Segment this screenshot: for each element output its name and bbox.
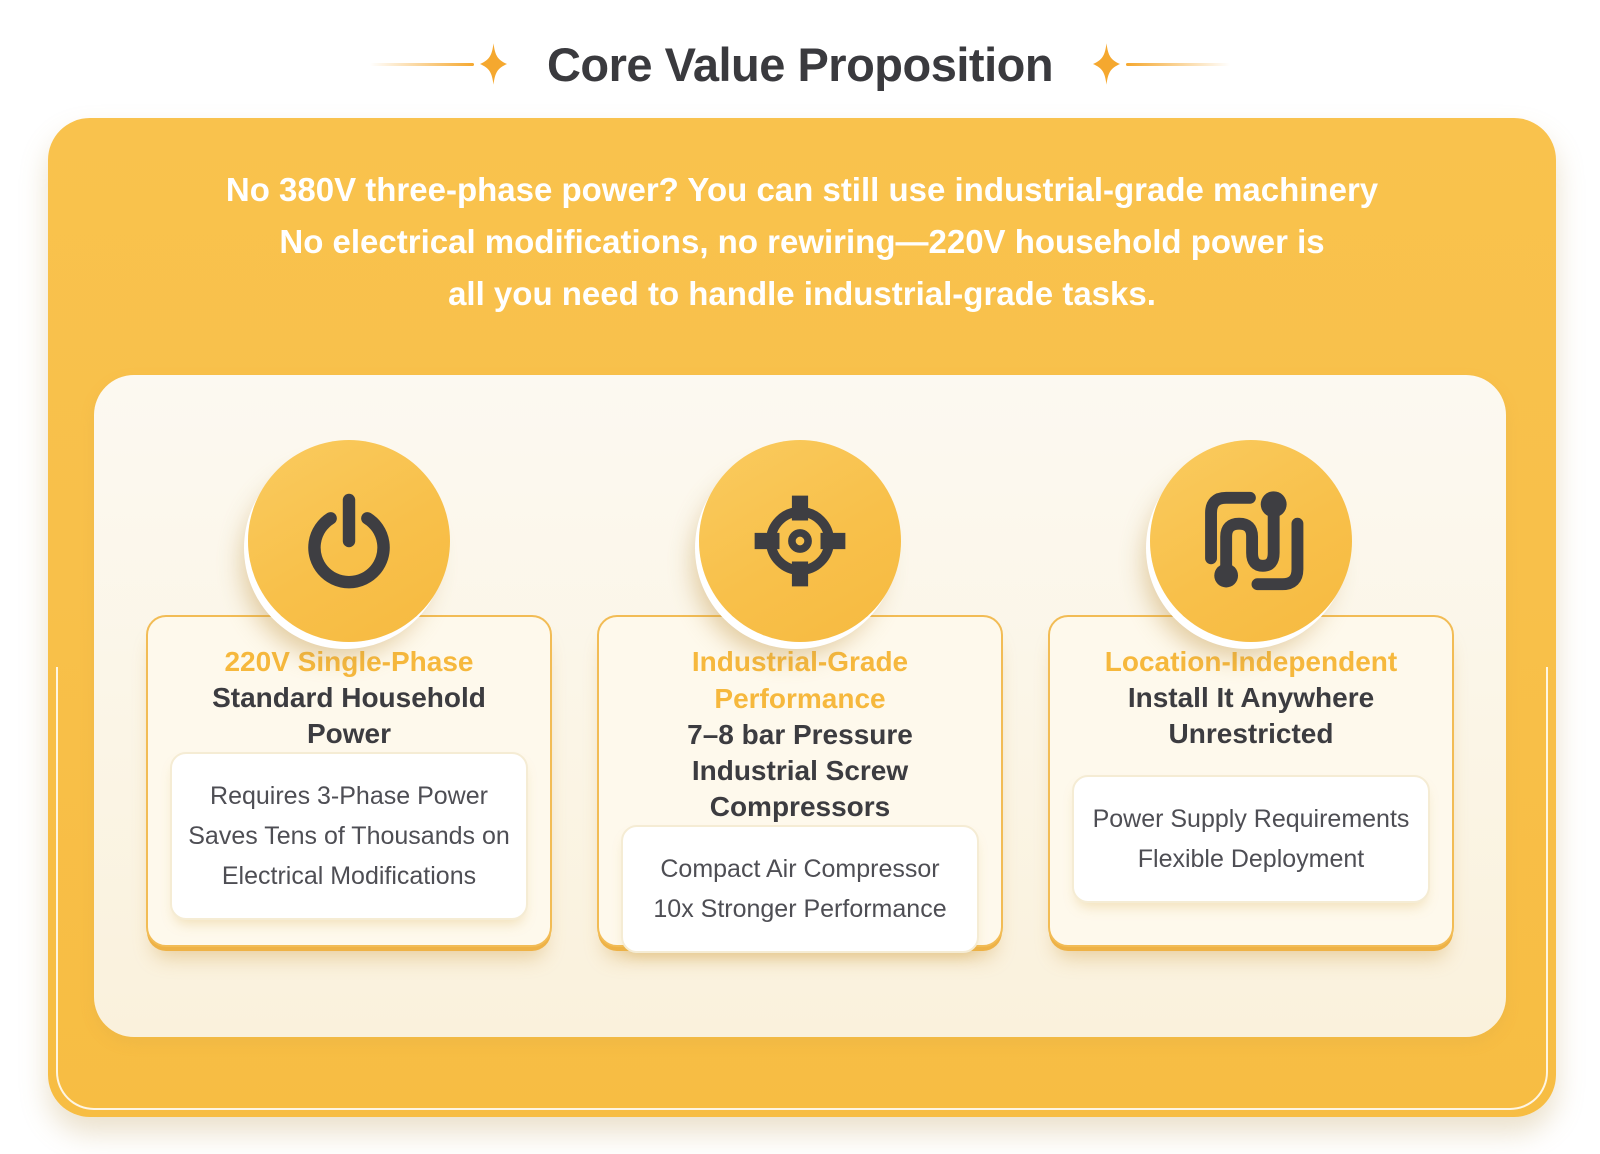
features-panel: 220V Single-Phase Standard Household Pow… xyxy=(94,375,1506,1037)
feature-title: Unrestricted xyxy=(1168,718,1334,749)
power-icon xyxy=(308,493,390,589)
feature-card: 220V Single-Phase Standard Household Pow… xyxy=(146,615,552,947)
feature-title: Standard Household Power xyxy=(212,682,486,749)
feature-detail-card: Requires 3-Phase Power Saves Tens of Tho… xyxy=(170,752,528,920)
feature-icon-badge xyxy=(248,440,450,642)
feature-accent-title: Location-Independent xyxy=(1104,646,1398,677)
decor-line xyxy=(1126,62,1231,66)
page-title: Core Value Proposition xyxy=(546,37,1054,91)
hero-card: No 380V three-phase power? You can still… xyxy=(48,118,1556,1117)
features-grid: 220V Single-Phase Standard Household Pow… xyxy=(94,375,1506,953)
feature-title: Industrial Screw Compressors xyxy=(691,755,909,822)
title-decor-left xyxy=(369,43,507,85)
feature-title: 7–8 bar Pressure xyxy=(687,719,913,750)
sparkle-icon xyxy=(1093,43,1121,85)
feature-icon-badge xyxy=(1150,440,1352,642)
intro-text: No 380V three-phase power? You can still… xyxy=(48,118,1556,320)
detail-line: Power Supply Requirements xyxy=(1092,805,1410,833)
sparkle-icon xyxy=(479,43,507,85)
detail-line: Electrical Modifications xyxy=(221,862,477,890)
detail-line: Compact Air Compressor xyxy=(660,855,940,883)
page-title-row: Core Value Proposition xyxy=(0,0,1600,118)
feature-column-power: 220V Single-Phase Standard Household Pow… xyxy=(146,440,552,947)
detail-line: Saves Tens of Thousands on xyxy=(188,822,510,850)
intro-line: No 380V three-phase power? You can still… xyxy=(225,171,1379,208)
decor-line xyxy=(369,62,474,66)
intro-line: all you need to handle industrial-grade … xyxy=(448,275,1156,312)
detail-line: Flexible Deployment xyxy=(1137,845,1365,873)
feature-accent-title: Industrial-Grade Performance xyxy=(691,646,909,714)
network-icon xyxy=(1205,491,1304,591)
intro-line: No electrical modifications, no rewiring… xyxy=(279,223,1325,260)
feature-card: Industrial-Grade Performance 7–8 bar Pre… xyxy=(597,615,1003,953)
feature-accent-title: 220V Single-Phase xyxy=(224,646,474,677)
feature-detail-card: Compact Air Compressor 10x Stronger Perf… xyxy=(621,825,979,953)
feature-column-location: Location-Independent Install It Anywhere… xyxy=(1048,440,1454,947)
detail-line: Requires 3-Phase Power xyxy=(210,782,488,810)
feature-column-performance: Industrial-Grade Performance 7–8 bar Pre… xyxy=(597,440,1003,953)
feature-title: Install It Anywhere xyxy=(1127,682,1375,713)
target-icon xyxy=(754,495,846,587)
detail-line: 10x Stronger Performance xyxy=(653,895,947,923)
feature-card: Location-Independent Install It Anywhere… xyxy=(1048,615,1454,947)
feature-detail-card: Power Supply Requirements Flexible Deplo… xyxy=(1072,775,1430,903)
feature-icon-badge xyxy=(699,440,901,642)
title-decor-right xyxy=(1093,43,1231,85)
